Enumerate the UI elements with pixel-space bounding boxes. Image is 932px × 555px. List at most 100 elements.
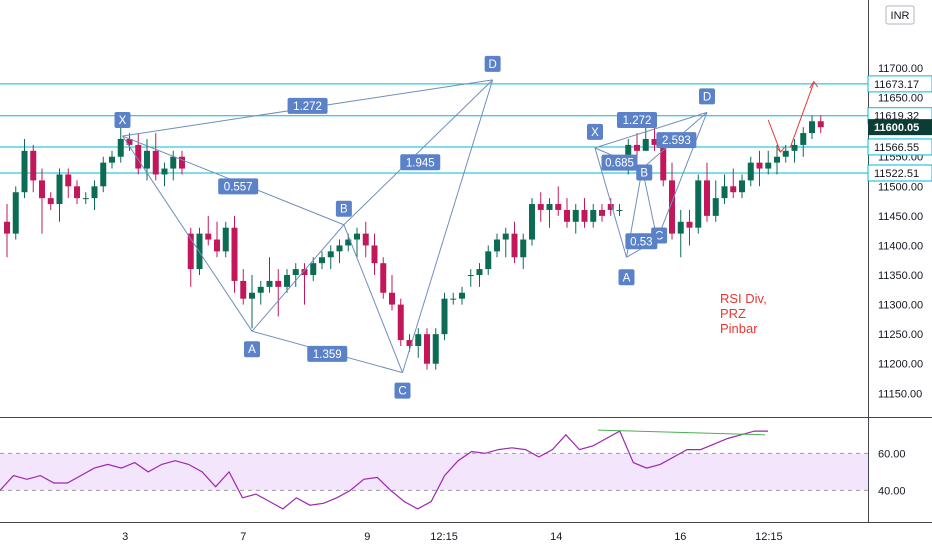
candle-body <box>135 144 142 169</box>
candle <box>616 204 623 216</box>
point-label-c: C <box>394 382 411 399</box>
candle <box>4 204 10 258</box>
rsi-tick-label: 60.00 <box>878 448 906 460</box>
point-label-a-box <box>618 269 635 286</box>
price-pane: X A B C D 1.272 0.557 1.945 1.359 X A B C D 1.272 2.593… <box>0 55 868 399</box>
candle-body <box>476 269 483 276</box>
time-tick-label: 12:15 <box>755 531 783 543</box>
candle-body <box>231 227 238 281</box>
candle-body <box>292 269 299 276</box>
point-label-a-text: A <box>248 344 256 356</box>
currency-button[interactable]: INR <box>885 5 915 25</box>
candle-body <box>362 233 369 246</box>
candle-body <box>607 204 614 210</box>
currency-button-label: INR <box>891 10 910 22</box>
candle-body <box>677 221 684 234</box>
time-tick-label: 3 <box>122 531 128 543</box>
candle <box>257 280 264 305</box>
candle-body <box>284 275 290 287</box>
candle <box>782 144 789 163</box>
candle <box>380 257 387 299</box>
point-label-d-text: D <box>703 91 711 103</box>
candle-body <box>756 162 763 169</box>
candle <box>30 144 37 193</box>
candle-body <box>774 156 780 163</box>
point-label-d-box <box>484 55 501 72</box>
pattern-bc-line <box>343 224 403 373</box>
candle <box>634 133 640 157</box>
candle-body <box>747 162 754 181</box>
candle-body <box>39 180 45 199</box>
candle-body <box>599 209 605 216</box>
candle <box>730 168 737 199</box>
ratio-label-text: 0.53 <box>630 236 652 248</box>
candle <box>537 192 544 222</box>
candle-body <box>249 292 255 299</box>
candle-body <box>642 138 649 151</box>
price-tick-label: 11350.00 <box>878 270 923 282</box>
candle-body <box>529 204 535 240</box>
candle <box>485 245 492 276</box>
up-arrow-line <box>789 82 815 149</box>
note-line: PRZ <box>720 306 746 321</box>
candle-body <box>590 209 597 222</box>
candle-body <box>310 263 317 276</box>
level-tag-box <box>867 138 932 156</box>
candle-body <box>161 168 168 175</box>
up-arrow-head <box>809 80 819 89</box>
level-tag-label: 11566.55 <box>874 142 919 154</box>
candle-body <box>126 138 133 145</box>
candle-body <box>152 150 159 175</box>
down-arrow-line <box>767 119 781 153</box>
ratio-label-box <box>287 97 328 114</box>
point-label-d-box <box>699 88 715 105</box>
ratio-label-text: 1.272 <box>623 115 652 127</box>
candle-body <box>555 204 562 210</box>
rsi-divergence-line <box>597 429 766 436</box>
candle <box>56 168 63 222</box>
candle-body <box>730 186 737 193</box>
candle <box>179 150 185 175</box>
candle-body <box>424 334 430 364</box>
candle <box>319 251 325 270</box>
candle <box>511 221 518 264</box>
point-label-b-box <box>335 200 352 217</box>
pattern2-xa-line <box>594 147 627 258</box>
candle <box>231 215 238 293</box>
pattern2-cd-line <box>656 112 708 240</box>
candle <box>721 174 728 205</box>
point-label-a: A <box>618 269 635 286</box>
ratio-label: 1.272 <box>617 112 657 129</box>
candle <box>756 150 763 187</box>
candle <box>572 204 579 234</box>
ratio-label: 0.685 <box>601 154 638 171</box>
ratio-label-box <box>656 132 697 149</box>
ratio-label-box <box>601 154 638 171</box>
candle-body <box>117 138 124 157</box>
candle-body <box>520 239 527 258</box>
candle-body <box>721 186 728 199</box>
candle <box>126 133 133 151</box>
time-tick-label: 16 <box>674 531 686 543</box>
candle <box>432 328 439 370</box>
point-label-d-text: D <box>488 59 496 71</box>
candle <box>809 115 815 139</box>
ratio-label-text: 1.359 <box>313 349 342 361</box>
point-label-b-text: B <box>640 168 648 180</box>
ratio-label-box <box>617 112 657 129</box>
candle-body <box>82 198 89 200</box>
candle-body <box>91 186 98 199</box>
point-label-a-text: A <box>623 272 631 284</box>
candle-body <box>397 304 404 341</box>
point-label-b-text: B <box>340 204 348 216</box>
candle-body <box>564 209 570 222</box>
horizontal-level-tag: 11566.55 <box>867 138 932 156</box>
rsi-plot-area <box>0 429 868 510</box>
candle-body <box>240 280 247 299</box>
rsi-tick-label: 40.00 <box>878 485 906 497</box>
candle <box>424 328 430 370</box>
pattern-cd-line <box>402 79 494 373</box>
candle-body <box>380 263 387 293</box>
